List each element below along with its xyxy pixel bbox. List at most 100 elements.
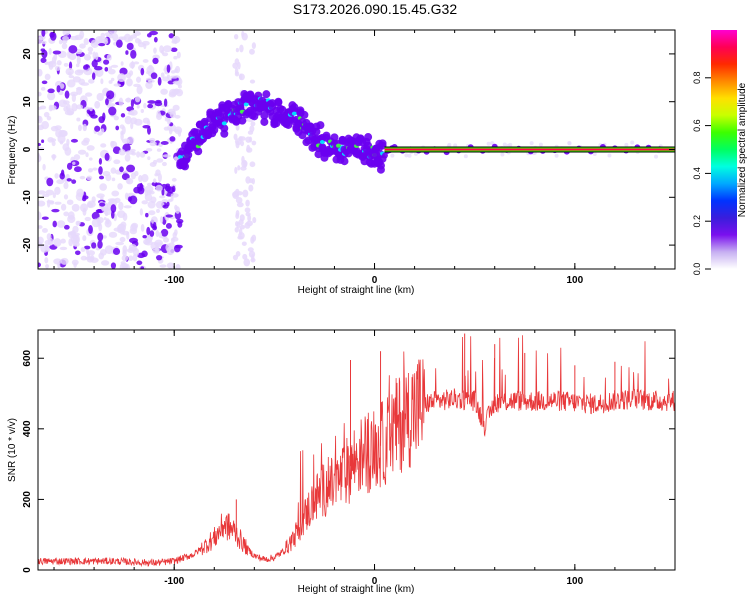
- spectrogram-blob: [44, 257, 49, 264]
- spectrogram-blob: [146, 120, 151, 126]
- spectrogram-blob: [159, 264, 167, 268]
- spectrogram-ridge-blob: [300, 110, 309, 119]
- spectrogram-y-tick-label: -10: [22, 190, 33, 205]
- spectrogram-blob: [171, 89, 181, 95]
- spectrogram-blob: [173, 244, 181, 253]
- spectrogram-blob: [91, 72, 96, 80]
- spectrogram-blob: [243, 258, 251, 267]
- snr-y-ticks: 0 200 400 600: [22, 349, 675, 573]
- spectrogram-blob: [237, 61, 241, 70]
- spectrogram-blob: [84, 92, 93, 97]
- spectrogram-ridge-blob: [260, 117, 269, 126]
- spectrogram-x-tick-label: -100: [164, 275, 184, 286]
- spectrogram-blob: [118, 149, 126, 156]
- snr-y-tick-label: 600: [22, 349, 33, 366]
- spectrogram-blob: [157, 173, 162, 183]
- spectrogram-ridge-blob: [322, 131, 331, 140]
- spectrogram-blob: [113, 115, 119, 121]
- spectrogram-blob: [88, 157, 93, 161]
- spectrogram-blob: [71, 179, 77, 184]
- spectrogram-blob: [86, 250, 96, 256]
- spectrogram-blob: [47, 88, 55, 94]
- spectrogram-blob: [75, 87, 83, 91]
- spectrogram-blob: [166, 262, 175, 269]
- spectrogram-blob: [407, 153, 412, 158]
- spectrogram-blob: [154, 173, 159, 177]
- spectrogram-blob: [172, 104, 180, 111]
- spectrogram-blob: [102, 112, 106, 121]
- spectrogram-x-tick-label: 100: [566, 275, 583, 286]
- colorbar-ticks: 0.0 0.2 0.4 0.6 0.8: [692, 72, 711, 276]
- spectrogram-blob: [83, 245, 91, 250]
- spectrogram-blob: [73, 154, 81, 161]
- figure-title: S173.2026.090.15.45.G32: [293, 1, 457, 17]
- spectrogram-blob: [104, 67, 109, 72]
- spectrogram-blob: [41, 30, 46, 37]
- spectrogram-blob: [96, 208, 102, 213]
- spectrogram-blob: [134, 96, 141, 103]
- spectrogram-blob: [236, 202, 244, 208]
- spectrogram-blob: [68, 45, 78, 54]
- spectrogram-blob: [141, 174, 149, 183]
- spectrogram-blob: [174, 114, 181, 119]
- spectrogram-blob: [119, 67, 128, 75]
- spectrogram-y-tick-label: 20: [22, 48, 33, 60]
- colorbar-tick-label: 0.0: [692, 263, 702, 276]
- spectrogram-blob: [140, 109, 145, 114]
- spectrogram-blob: [155, 184, 163, 192]
- spectrogram-blob: [71, 259, 79, 266]
- spectrogram-ridge-blob: [376, 161, 385, 170]
- colorbar-label: Normalized spectral amplitude: [737, 82, 748, 217]
- spectrogram-blob: [124, 115, 132, 125]
- spectrogram-blob: [46, 116, 52, 121]
- spectrogram-ridge-core: [221, 121, 227, 126]
- spectrogram-blob: [47, 237, 54, 246]
- spectrogram-blob: [71, 203, 80, 212]
- spectrogram-blob: [94, 125, 101, 132]
- spectrogram-blob: [58, 99, 67, 108]
- spectrogram-ridge-blob: [312, 127, 321, 136]
- spectrogram-blob: [128, 243, 137, 251]
- spectrogram-blob: [123, 205, 132, 209]
- spectrogram-blob: [177, 221, 183, 228]
- spectrogram-y-tick-label: 10: [22, 96, 33, 108]
- spectrogram-blob: [104, 152, 110, 161]
- spectrogram-blob: [98, 175, 105, 180]
- spectrogram-blob: [486, 141, 491, 146]
- spectrogram-blob: [158, 232, 163, 238]
- spectrogram-blob: [76, 117, 81, 122]
- spectrogram-blob: [162, 204, 169, 209]
- spectrogram-blob: [502, 142, 507, 147]
- spectrogram-blob: [624, 142, 629, 147]
- spectrogram-blob: [53, 258, 62, 265]
- spectrogram-blob: [136, 104, 140, 109]
- colorbar-gradient: [711, 30, 737, 269]
- spectrogram-blob: [152, 57, 159, 65]
- spectrogram-blob: [113, 159, 121, 165]
- spectrogram-blob: [176, 51, 181, 59]
- spectrogram-blob: [174, 229, 178, 236]
- spectrogram-blob: [233, 133, 238, 141]
- spectrogram-blob: [94, 65, 103, 71]
- spectrogram-blob: [68, 75, 75, 79]
- snr-x-tick-label: 0: [372, 576, 378, 587]
- spectrogram-blob: [38, 142, 42, 147]
- spectrogram-blob: [249, 48, 255, 55]
- spectrogram-blob: [51, 208, 60, 213]
- spectrogram-blob: [92, 51, 97, 60]
- spectrogram-ridge-blob: [316, 121, 325, 130]
- spectrogram-blob: [59, 83, 65, 89]
- spectrogram-blob: [122, 266, 127, 269]
- spectrogram-blob: [115, 39, 123, 48]
- spectrogram-blob: [41, 216, 49, 220]
- spectrogram-ridge-blob: [272, 119, 281, 128]
- spectrogram-blob: [105, 218, 110, 225]
- spectrogram-blob: [75, 104, 84, 110]
- spectrogram-blob: [132, 253, 138, 262]
- spectrogram-blob: [234, 227, 239, 233]
- spectrogram-blob: [72, 225, 79, 234]
- spectrogram-blob: [100, 128, 105, 134]
- spectrogram-blob: [251, 234, 257, 242]
- spectrogram-blob: [63, 62, 69, 67]
- colorbar-tick-label: 0.8: [692, 72, 702, 85]
